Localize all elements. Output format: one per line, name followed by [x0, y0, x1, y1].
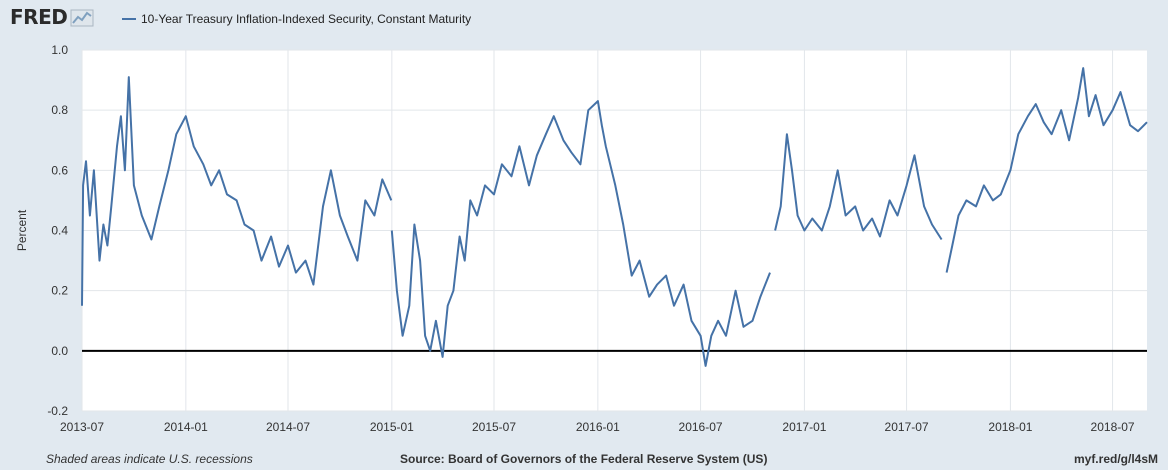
x-tick-label: 2015-07	[472, 420, 516, 434]
x-tick-label: 2014-01	[164, 420, 208, 434]
fred-logo-text: FRED	[10, 5, 68, 29]
source-note: Source: Board of Governors of the Federa…	[400, 452, 768, 466]
legend-label: 10-Year Treasury Inflation-Indexed Secur…	[141, 12, 472, 26]
series-line	[945, 67, 1148, 273]
y-tick-label: 0.4	[51, 224, 68, 238]
chart-legend: 10-Year Treasury Inflation-Indexed Secur…	[122, 12, 471, 26]
x-tick-label: 2018-07	[1091, 420, 1135, 434]
x-tick-label: 2018-01	[988, 420, 1032, 434]
series-line	[390, 100, 771, 367]
y-tick-label: 0.8	[51, 103, 68, 117]
x-tick-label: 2016-07	[679, 420, 723, 434]
x-tick-label: 2016-01	[576, 420, 620, 434]
y-tick-label: 1.0	[51, 43, 68, 57]
x-tick-label: 2015-01	[370, 420, 414, 434]
x-tick-label: 2014-07	[266, 420, 310, 434]
series-line	[774, 133, 943, 241]
fred-logo[interactable]: FRED	[10, 6, 94, 28]
y-tick-label: -0.2	[47, 404, 68, 418]
y-axis-title: Percent	[15, 209, 29, 251]
y-tick-label: 0.6	[51, 163, 68, 177]
short-link[interactable]: myf.red/g/l4sM	[1073, 452, 1158, 466]
line-chart-icon	[70, 9, 94, 27]
x-tick-label: 2017-01	[782, 420, 826, 434]
legend-swatch	[122, 18, 136, 20]
recession-note: Shaded areas indicate U.S. recessions	[46, 452, 253, 466]
x-tick-label: 2017-07	[885, 420, 929, 434]
x-tick-label: 2013-07	[60, 420, 104, 434]
series-line	[81, 76, 393, 306]
y-tick-label: 0.2	[51, 284, 68, 298]
y-tick-label: 0.0	[51, 344, 68, 358]
